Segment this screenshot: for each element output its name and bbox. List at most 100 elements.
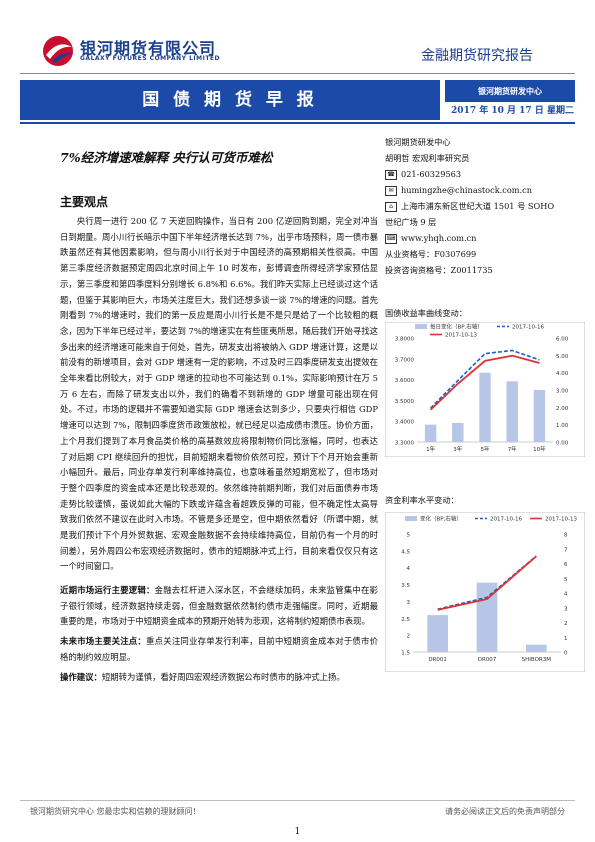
phone-icon: ☎ <box>385 170 397 180</box>
series-line <box>429 354 540 411</box>
key-point-text: 短期转为谨慎，看好周四宏观经济数据公布时债市的脉冲式上扬。 <box>101 671 345 682</box>
consulting-number: 投资咨询资格号：Z0011735 <box>385 265 493 275</box>
bar <box>525 644 547 652</box>
bar <box>479 372 491 442</box>
y-left-tick-label: 3.6000 <box>395 378 415 384</box>
series-line <box>437 555 537 611</box>
company-name-cn: 银河期货有限公司 <box>80 39 217 58</box>
x-tick-label: 5年 <box>481 445 490 453</box>
x-tick-label: DR001 <box>428 657 447 663</box>
contact-analyst: 胡明哲 宏观利率研究员 <box>385 153 470 163</box>
company-logo <box>43 36 74 66</box>
y-left-tick-label: 3 <box>407 600 411 606</box>
contact-address-2: 世纪广场 9 层 <box>385 217 437 227</box>
y-left-tick-label: 4.5 <box>401 549 410 555</box>
yield-curve-chart: 3.3000 3.4000 3.5000 3.6000 3.7000 3.8000 0.00… <box>385 322 585 457</box>
main-paragraph: 央行周一进行 200 亿 7 天逆回购操作，当日有 200 亿逆回购到期，完全对… <box>60 214 378 575</box>
main-paragraph-text: 央行周一进行 200 亿 7 天逆回购操作，当日有 200 亿逆回购到期，完全对… <box>60 216 378 572</box>
y-right-tick-label: 1.00 <box>556 423 569 429</box>
y-right-tick-label: 2 <box>564 621 568 627</box>
y-left-tick-label: 3.3000 <box>395 441 415 447</box>
report-type: 金融期货研究报告 <box>421 48 533 64</box>
y-right-tick-label: 7 <box>564 547 568 553</box>
x-tick-label: DR007 <box>478 657 497 663</box>
key-point-logic: 近期市场运行主要逻辑：金融去杠杆进入深水区，不会继续加码，未来监管集中在影子银行… <box>60 583 378 630</box>
contact-org: 银河期货研发中心 <box>385 137 451 147</box>
phone-number: 021-60329563 <box>401 169 462 179</box>
chart2-title: 资金利率水平变动： <box>385 495 459 505</box>
y-left-tick-label: 3.8000 <box>395 337 415 343</box>
key-point-advice: 操作建议：短期转为谨慎，看好周四宏观经济数据公布时债市的脉冲式上扬。 <box>60 670 378 686</box>
section-title: 主要观点 <box>60 195 109 209</box>
y-right-tick-label: 0 <box>564 651 568 657</box>
x-tick-label: 3年 <box>453 445 462 453</box>
website-link[interactable]: www.yhqh.com.cn <box>401 233 477 243</box>
headline: 7%经济增速难解释 央行认可货币难松 <box>60 150 273 165</box>
footer-disclaimer: 请务必阅读正文后的免责声明部分 <box>445 807 565 816</box>
web-icon: ⌨ <box>385 234 397 244</box>
funding-rate-chart: 1.5 2 2.5 3 3.5 4 4.5 5 0 1 2 3 4 5 6 7 8 DR001 DR007 SHIBO… <box>385 512 585 672</box>
y-right-tick-label: 5 <box>564 577 568 583</box>
y-left-tick-label: 5 <box>407 533 411 539</box>
org-name: 银河期货研发中心 <box>478 86 542 96</box>
x-tick-label: 10年 <box>533 445 546 453</box>
contact-website[interactable]: ⌨ www.yhqh.com.cn <box>385 230 585 246</box>
chart1-title: 国债收益率曲线变动： <box>385 308 467 318</box>
legend-label: 变化（BP,右轴） <box>420 515 462 523</box>
y-left-tick-label: 1.5 <box>401 651 410 657</box>
title-banner <box>20 80 440 120</box>
bar <box>424 424 437 442</box>
qualification-number: 从业资格号：F0307699 <box>385 249 477 259</box>
report-title: 国 债 期 货 早 报 <box>142 90 318 110</box>
y-right-tick-label: 5.00 <box>556 354 569 360</box>
contact-block: 银河期货研发中心 胡明哲 宏观利率研究员 ☎ 021-60329563 ✉ humi… <box>385 134 585 278</box>
legend-swatch <box>415 324 427 329</box>
key-point-label: 操作建议： <box>60 671 102 682</box>
legend-label: 2017-10-16 <box>490 517 522 523</box>
legend-label: 2017-10-13 <box>545 517 577 523</box>
key-point-label: 未来市场主要关注点： <box>60 636 147 647</box>
legend-label: 2017-10-16 <box>512 325 544 331</box>
footer-divider <box>20 800 575 801</box>
page-number: 1 <box>294 827 301 837</box>
x-tick-label: SHIBOR3M <box>522 657 552 663</box>
email-icon: ✉ <box>385 186 397 196</box>
contact-phone: ☎ 021-60329563 <box>385 166 585 182</box>
contact-address: ⌂ 上海市浦东新区世纪大道 1501 号 SOHO <box>385 198 585 214</box>
bar <box>533 390 546 442</box>
y-right-tick-label: 4 <box>564 592 568 598</box>
legend-label: 2017-10-13 <box>445 333 477 339</box>
y-right-tick-label: 6 <box>564 562 568 568</box>
report-date: 2017 年 10 月 17 日 星期二 <box>451 106 574 116</box>
address-line-1: 上海市浦东新区世纪大道 1501 号 SOHO <box>401 201 555 211</box>
email-address[interactable]: humingzhe@chinastock.com.cn <box>401 185 533 195</box>
key-point-focus: 未来市场主要关注点：重点关注同业存单发行利率，目前中短期资金成本对于债市价格的制… <box>60 634 378 665</box>
x-tick-label: 1年 <box>426 445 435 453</box>
y-left-tick-label: 3.5 <box>401 583 410 589</box>
company-name-en: GALAXY FUTURES COMPANY LIMITED <box>80 55 221 62</box>
footer-slogan: 银河期货研究中心 您最忠实和信赖的理财顾问！ <box>30 807 201 816</box>
contact-email[interactable]: ✉ humingzhe@chinastock.com.cn <box>385 182 585 198</box>
y-right-tick-label: 4.00 <box>556 371 569 377</box>
bar <box>452 422 464 442</box>
y-left-tick-label: 3.5000 <box>395 399 415 405</box>
key-point-text: 重点关注同业存单发行利率，目前中短期资金成本对于债市价格的制约效应明显。 <box>60 636 379 662</box>
bar <box>427 615 449 652</box>
key-point-text: 金融去杠杆进入深水区，不会继续加码，未来监管集中在影子银行领域，经济数据持续走弱… <box>60 585 378 627</box>
y-left-tick-label: 3.7000 <box>395 357 415 363</box>
y-left-tick-label: 2.5 <box>401 617 410 623</box>
y-left-tick-label: 3.4000 <box>395 420 415 426</box>
y-right-tick-label: 0.00 <box>556 441 569 447</box>
y-right-tick-label: 2.00 <box>556 406 569 412</box>
y-left-tick-label: 2 <box>407 634 411 640</box>
legend-swatch <box>405 516 417 521</box>
banner-divider <box>20 122 575 124</box>
key-points: 近期市场运行主要逻辑：金融去杠杆进入深水区，不会继续加码，未来监管集中在影子银行… <box>60 583 378 689</box>
key-point-label: 近期市场运行主要逻辑： <box>60 585 155 595</box>
y-right-tick-label: 1 <box>564 636 568 642</box>
y-right-tick-label: 3 <box>564 606 568 612</box>
y-right-tick-label: 6.00 <box>556 337 569 343</box>
y-right-tick-label: 8 <box>564 533 568 539</box>
y-right-tick-label: 3.00 <box>556 389 569 395</box>
bar <box>506 381 518 442</box>
